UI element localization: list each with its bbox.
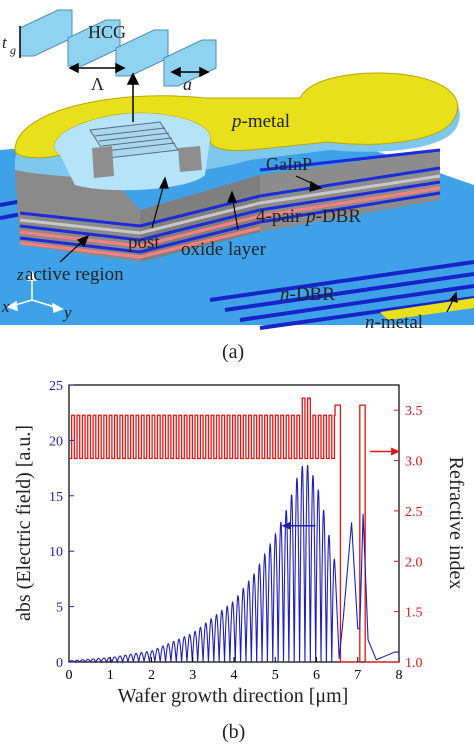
y-right-tick-label: 3.0 — [405, 455, 423, 470]
panel-a-caption: (a) — [222, 341, 244, 363]
x-tick-label: 2 — [148, 668, 155, 683]
x-tick-label: 8 — [396, 668, 403, 683]
y-left-tick-label: 10 — [49, 545, 63, 560]
pointer-lines — [59, 175, 458, 313]
x-tick-label: 1 — [107, 668, 114, 683]
y-right-tick-label: 3.5 — [405, 404, 423, 419]
dimension-marks — [19, 26, 210, 122]
electric-field-series — [68, 465, 399, 665]
x-axis-title: Wafer growth direction [μm] — [118, 685, 349, 707]
label-post: post — [128, 232, 160, 253]
label-4pair-pdbr: 4-pair p-DBR — [256, 206, 361, 227]
device-schematic: HCG t g Λ a p-metal GaInP 4-pair p-DBR p… — [0, 9, 474, 333]
y-axis-right-title: Refractive index — [445, 457, 467, 590]
post-block — [92, 146, 114, 178]
label-period: Λ — [91, 74, 104, 94]
label-axis-z: z — [16, 265, 24, 284]
y-left-tick-label: 5 — [56, 601, 63, 616]
n-metal-strip — [380, 298, 474, 320]
y-right-tick-label: 2.5 — [405, 505, 423, 520]
y-right-tick-label: 2.0 — [405, 555, 423, 570]
label-p-metal: p-metal — [230, 111, 290, 132]
x-tick-label: 5 — [272, 668, 279, 683]
series-arrows — [281, 447, 401, 530]
y-axis-left-title: abs (Electric field) [a.u.] — [13, 425, 35, 621]
label-n-metal: n-metal — [365, 312, 423, 333]
refractive-index-series — [69, 397, 399, 663]
label-oxide-layer: oxide layer — [181, 239, 267, 260]
x-tick-label: 4 — [231, 668, 238, 683]
label-tg: t — [2, 33, 8, 52]
y-left-tick-label: 25 — [49, 379, 63, 394]
y-left-tick-label: 15 — [49, 490, 63, 505]
label-axis-x: x — [1, 297, 10, 316]
y-right-tick-label: 1.5 — [405, 606, 423, 621]
y-right-tick-label: 1.0 — [405, 656, 423, 671]
label-axis-y: y — [62, 303, 72, 322]
chart: 0 1 2 3 4 5 6 7 8 0 5 10 15 20 25 1.0 1.5 2.0 2.5 3.0 3.5 Wa… — [13, 379, 467, 707]
label-active-region: active region — [25, 264, 124, 285]
right-axis-arrowhead — [391, 447, 401, 456]
axis-ticks: 0 1 2 3 4 5 6 7 8 0 5 10 15 20 25 1.0 1.5 2.0 2.5 3.0 3.5 — [49, 379, 423, 683]
label-gainp: GaInP — [266, 154, 312, 174]
panel-b-caption: (b) — [222, 721, 245, 743]
label-width: a — [183, 74, 192, 94]
left-axis-arrowhead — [281, 521, 291, 530]
refractive-index-line — [69, 397, 399, 663]
axes-triad — [6, 270, 64, 314]
y-left-tick-label: 0 — [56, 656, 63, 671]
x-tick-label: 0 — [66, 668, 73, 683]
label-n-dbr: n-DBR — [280, 284, 335, 305]
x-tick-label: 7 — [354, 668, 361, 683]
label-tg-sub: g — [10, 43, 16, 57]
y-left-tick-label: 20 — [49, 434, 63, 449]
label-hcg: HCG — [88, 22, 126, 42]
x-tick-label: 6 — [313, 668, 320, 683]
hcg-bars — [19, 9, 217, 87]
electric-field-line — [68, 465, 399, 665]
x-tick-label: 3 — [189, 668, 196, 683]
